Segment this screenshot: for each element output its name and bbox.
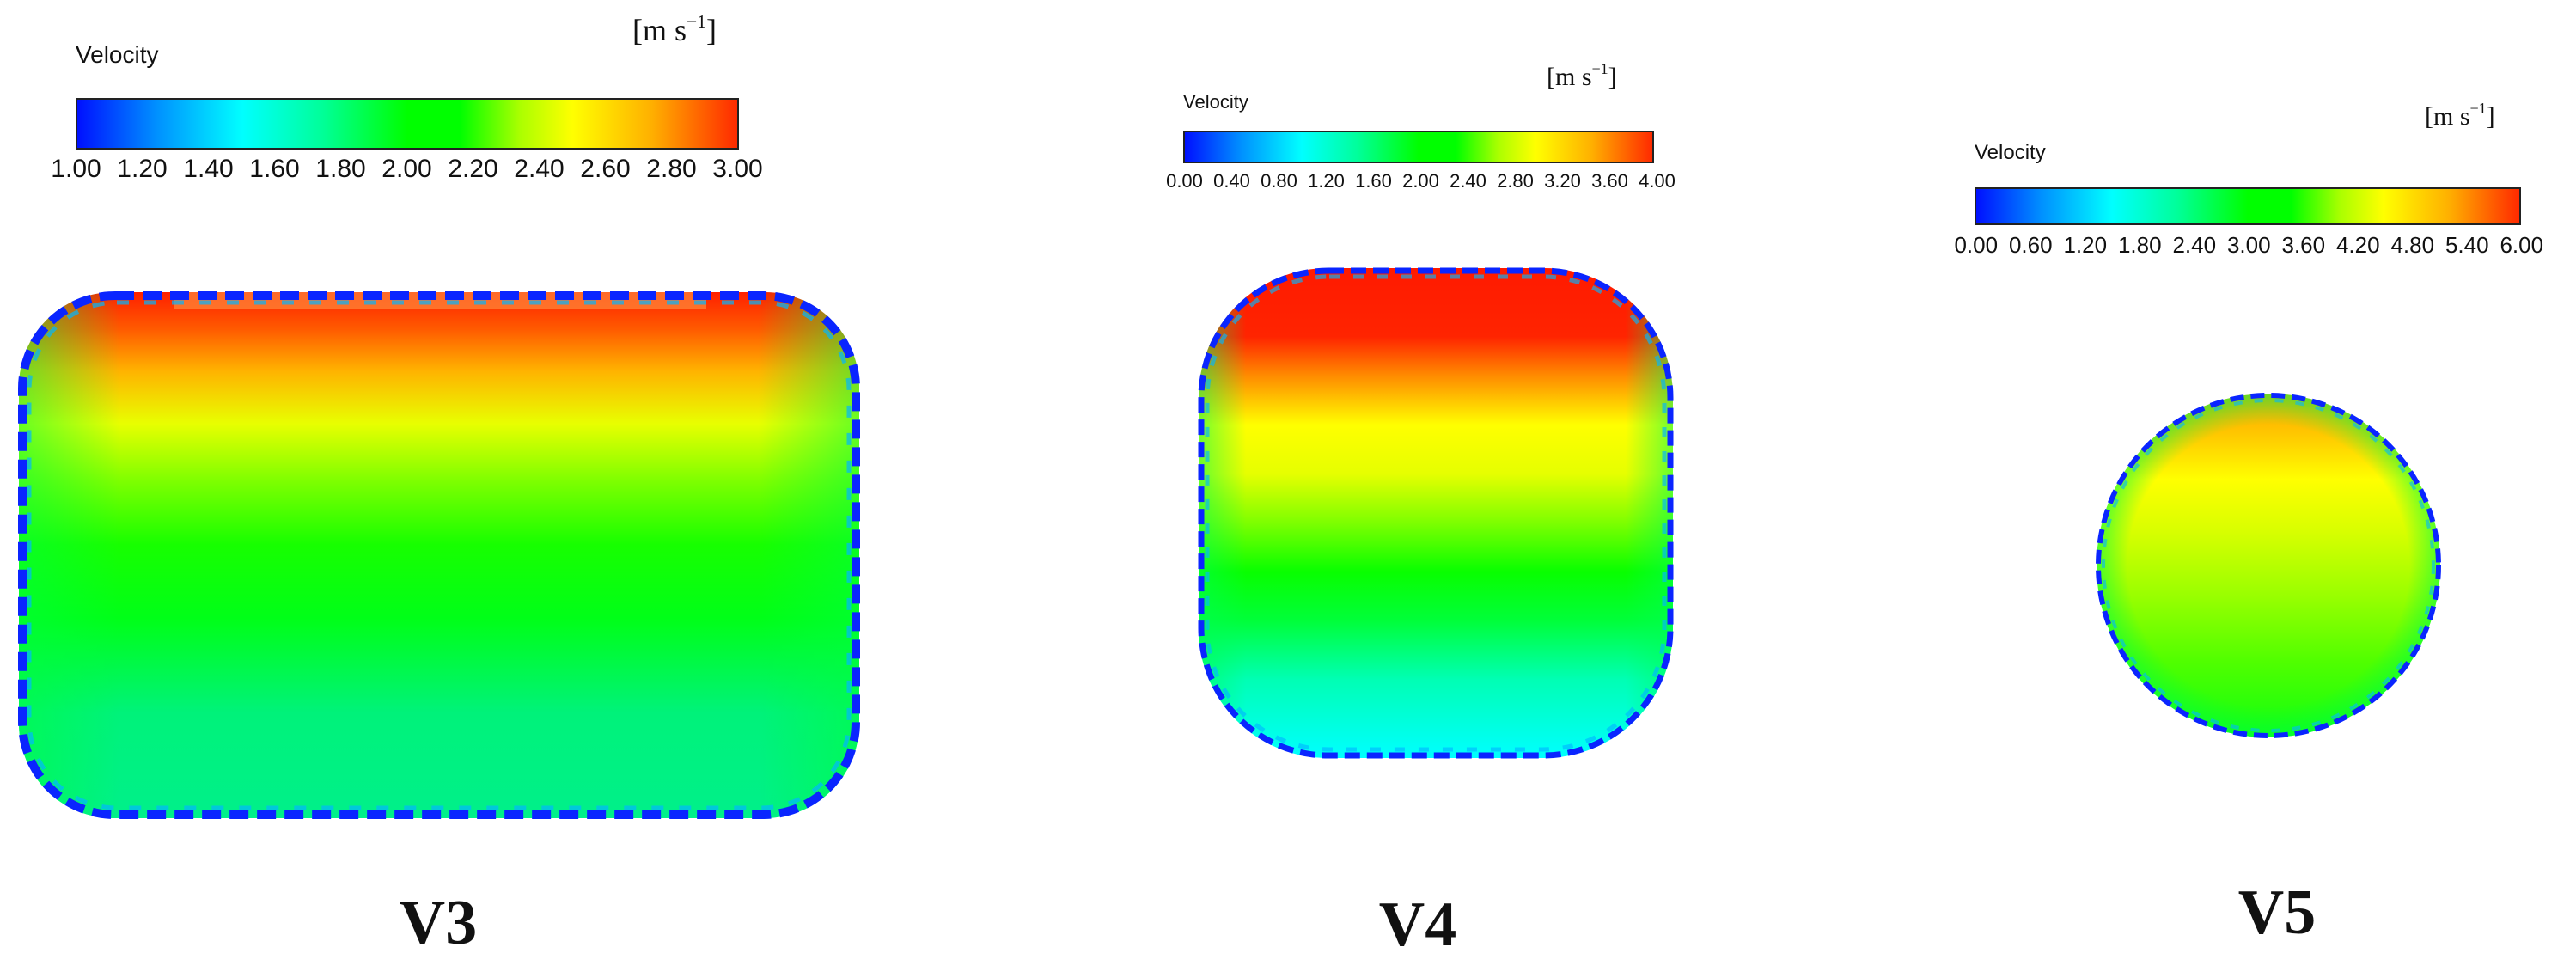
contour-side-shade-v3 xyxy=(19,292,859,818)
tick-v3: 2.00 xyxy=(382,155,432,183)
legend-title-v4: Velocity xyxy=(1183,91,1248,113)
unit-base-v5: [m s xyxy=(2425,102,2470,131)
legend-title-v5: Velocity xyxy=(1975,141,2046,164)
unit-close-v5: ] xyxy=(2486,102,2495,131)
colorbar-ticks-v3: 1.00 1.20 1.40 1.60 1.80 2.00 2.20 2.40 2.60 2.80… xyxy=(43,155,771,184)
tick-v4: 3.20 xyxy=(1544,170,1581,192)
tick-v4: 0.40 xyxy=(1213,170,1250,192)
tick-v4: 3.60 xyxy=(1591,170,1628,192)
tick-v5: 0.60 xyxy=(2008,232,2053,258)
wall-edge-v5 xyxy=(2096,393,2441,738)
tick-v5: 5.40 xyxy=(2445,232,2489,258)
unit-exp-v3: −1 xyxy=(687,10,706,32)
tick-v4: 0.00 xyxy=(1166,170,1203,192)
colorbar-v5 xyxy=(1975,187,2521,225)
caption-v3: V3 xyxy=(399,888,478,958)
tick-v4: 4.00 xyxy=(1639,170,1676,192)
legend-unit-v3: [m s−1] xyxy=(632,10,717,48)
tick-v3: 2.80 xyxy=(646,155,697,183)
colorbar-v4 xyxy=(1183,131,1654,163)
tick-v5: 3.60 xyxy=(2281,232,2326,258)
legend-unit-v4: [m s−1] xyxy=(1547,60,1617,92)
wall-edge-inner-v5 xyxy=(2102,399,2435,732)
unit-base-v3: [m s xyxy=(632,13,687,47)
tick-v3: 1.00 xyxy=(51,155,101,183)
tick-v5: 6.00 xyxy=(2500,232,2544,258)
wall-edge-v4 xyxy=(1198,267,1674,759)
velocity-contour-v4 xyxy=(1198,267,1674,759)
velocity-contour-v5 xyxy=(2096,393,2441,738)
unit-exp-v4: −1 xyxy=(1591,60,1608,78)
tick-v4: 0.80 xyxy=(1261,170,1297,192)
unit-exp-v5: −1 xyxy=(2469,100,2487,118)
tick-v3: 2.60 xyxy=(580,155,631,183)
unit-close-v4: ] xyxy=(1608,63,1617,91)
tick-v5: 1.20 xyxy=(2063,232,2108,258)
tick-v5: 0.00 xyxy=(1954,232,1999,258)
colorbar-ticks-v4: 0.00 0.40 0.80 1.20 1.60 2.00 2.40 2.80 3.20 3.60… xyxy=(1161,170,1681,193)
tick-v3: 1.40 xyxy=(183,155,234,183)
legend-unit-v5: [m s−1] xyxy=(2425,100,2495,131)
tick-v3: 1.80 xyxy=(315,155,366,183)
unit-close-v3: ] xyxy=(705,13,717,47)
tick-v5: 1.80 xyxy=(2117,232,2162,258)
tick-v4: 1.60 xyxy=(1355,170,1392,192)
wall-edge-v3 xyxy=(18,291,860,819)
tick-v3: 2.20 xyxy=(448,155,498,183)
unit-base-v4: [m s xyxy=(1547,63,1592,91)
tick-v3: 2.40 xyxy=(514,155,565,183)
tick-v4: 2.40 xyxy=(1450,170,1486,192)
velocity-contour-v3 xyxy=(18,291,860,819)
caption-v4: V4 xyxy=(1378,889,1457,960)
wall-edge-inner-v3 xyxy=(27,300,852,810)
colorbar-ticks-v5: 0.00 0.60 1.20 1.80 2.40 3.00 3.60 4.20 4.80 5.40… xyxy=(1949,232,2549,259)
contour-side-shade-v5 xyxy=(2097,394,2440,737)
tick-v4: 1.20 xyxy=(1308,170,1345,192)
tick-v3: 1.60 xyxy=(249,155,300,183)
tick-v5: 4.80 xyxy=(2390,232,2435,258)
colorbar-v3 xyxy=(76,98,739,150)
tick-v5: 2.40 xyxy=(2172,232,2217,258)
tick-v4: 2.00 xyxy=(1402,170,1439,192)
tick-v3: 1.20 xyxy=(117,155,168,183)
tick-v5: 3.00 xyxy=(2226,232,2271,258)
legend-title-v3: Velocity xyxy=(76,41,159,68)
tick-v5: 4.20 xyxy=(2335,232,2380,258)
tick-v4: 2.80 xyxy=(1497,170,1534,192)
caption-v5: V5 xyxy=(2237,877,2317,948)
contour-side-shade-v4 xyxy=(1199,268,1673,758)
tick-v3: 3.00 xyxy=(712,155,763,183)
wall-edge-inner-v4 xyxy=(1205,274,1667,752)
